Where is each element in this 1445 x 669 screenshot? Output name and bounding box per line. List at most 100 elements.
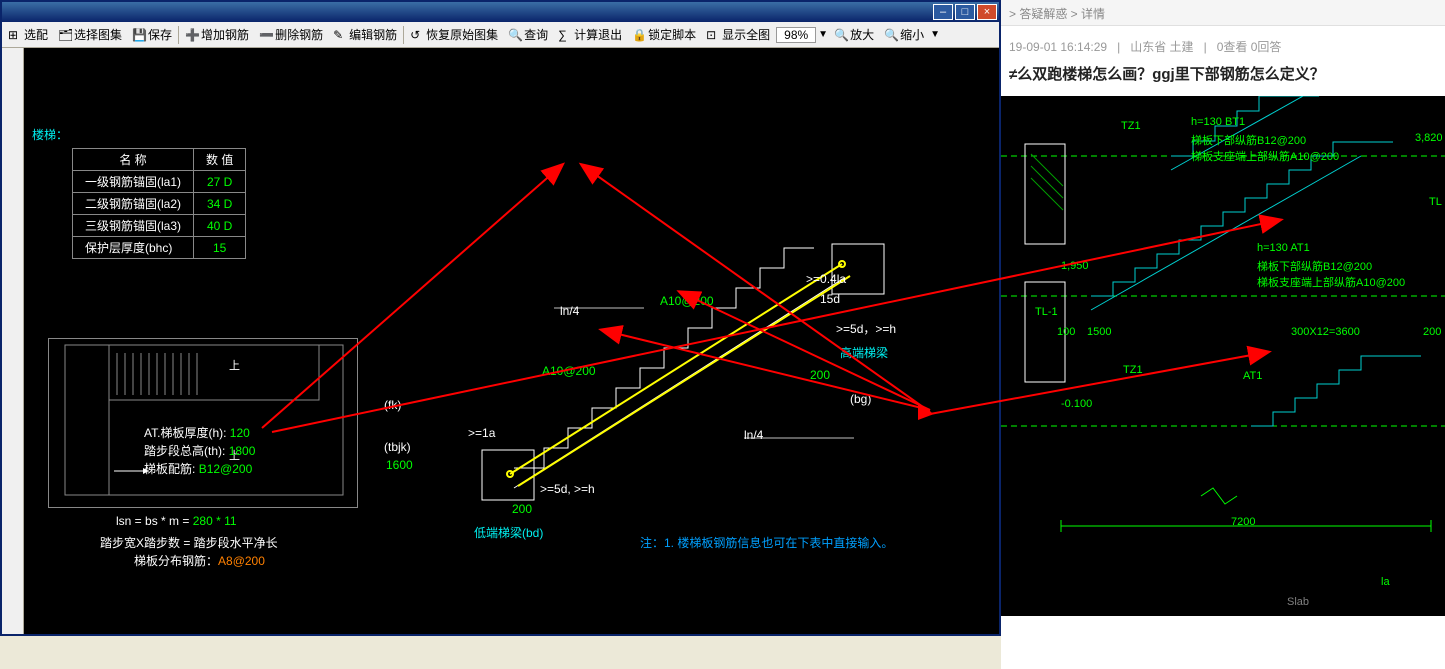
table-row: 一级钢筋锚固(la1)27 D — [73, 171, 246, 193]
zoom-out-button[interactable]: 🔍缩小 — [880, 24, 928, 45]
zoom-out-label: 缩小 — [900, 26, 924, 43]
param-table: 名 称数 值 一级钢筋锚固(la1)27 D 二级钢筋锚固(la2)34 D 三… — [72, 148, 246, 259]
at1-label: AT1 — [1243, 370, 1262, 382]
maximize-button[interactable]: □ — [955, 4, 975, 20]
calc-exit-label: 计算退出 — [574, 26, 622, 43]
table-row: 二级钢筋锚固(la2)34 D — [73, 193, 246, 215]
add-icon: ➕ — [185, 28, 199, 42]
left-strip — [2, 48, 24, 634]
plan-params: AT.梯板厚度(h): 120 踏步段总高(th): 1800 梯板配筋: B1… — [144, 424, 255, 478]
show-all-label: 显示全图 — [722, 26, 770, 43]
lock-script-button[interactable]: 🔒锁定脚本 — [628, 24, 700, 45]
table-row: 三级钢筋锚固(la3)40 D — [73, 215, 246, 237]
la-label: >=1a — [468, 426, 495, 440]
meta-time: 19-09-01 16:14:29 — [1009, 40, 1107, 54]
dist-rebar-label: 梯板分布钢筋：A8@200 — [134, 552, 265, 569]
delete-rebar-label: 删除钢筋 — [275, 26, 323, 43]
tl1-label: TL-1 — [1035, 306, 1058, 318]
dim-1500: 1500 — [1087, 326, 1111, 338]
show-all-button[interactable]: ⊡显示全图 — [702, 24, 774, 45]
bg-label: (bg) — [850, 392, 871, 406]
v200-label-1: 200 — [512, 502, 532, 516]
cad-window: – □ × ⊞选配 🗂选择图集 💾保存 ➕增加钢筋 ➖删除钢筋 ✎编辑钢筋 ↺恢… — [0, 0, 1001, 636]
step-formula-label: 踏步宽X踏步数 = 踏步段水平净长 — [100, 534, 278, 551]
delete-rebar-button[interactable]: ➖删除钢筋 — [255, 24, 327, 45]
atlas-icon: 🗂 — [58, 28, 72, 42]
save-icon: 💾 — [132, 28, 146, 42]
close-button[interactable]: × — [977, 4, 997, 20]
at1-a-label: 梯板支座端上部纵筋A10@200 — [1257, 274, 1405, 290]
add-rebar-label: 增加钢筋 — [201, 26, 249, 43]
web-pane: > 答疑解惑 > 详情 19-09-01 16:14:29 | 山东省 土建 |… — [1001, 0, 1445, 669]
toolbar: ⊞选配 🗂选择图集 💾保存 ➕增加钢筋 ➖删除钢筋 ✎编辑钢筋 ↺恢复原始图集 … — [2, 22, 999, 48]
high-beam-label: 高端梯梁 — [840, 344, 888, 361]
table-head-name: 名 称 — [73, 149, 194, 171]
titlebar: – □ × — [2, 2, 999, 22]
d5h-label-1: >=5d, >=h — [540, 482, 595, 496]
delete-icon: ➖ — [259, 28, 273, 42]
bt1-a-label: 梯板支座端上部纵筋A10@200 — [1191, 148, 1339, 164]
tbjk-label: (tbjk) — [384, 440, 411, 454]
pick-icon: ⊞ — [8, 28, 22, 42]
add-rebar-button[interactable]: ➕增加钢筋 — [181, 24, 253, 45]
right-cad-canvas[interactable]: TZ1 h=130 BT1 梯板下部纵筋B12@200 梯板支座端上部纵筋A10… — [1001, 96, 1445, 616]
d5h-label-2: >=5d，>=h — [836, 320, 896, 337]
at1-h-label: h=130 AT1 — [1257, 242, 1310, 254]
question-title: ≠么双跑楼梯怎么画？ggj里下部钢筋怎么定义？ — [1001, 55, 1445, 92]
minimize-button[interactable]: – — [933, 4, 953, 20]
dim-7200: 7200 — [1231, 516, 1255, 528]
edit-rebar-label: 编辑钢筋 — [349, 26, 397, 43]
meta-row: 19-09-01 16:14:29 | 山东省 土建 | 0查看 0回答 — [1001, 26, 1445, 55]
query-button[interactable]: 🔍查询 — [504, 24, 552, 45]
d15-label: 15d — [820, 292, 840, 306]
svg-text:上: 上 — [229, 359, 240, 372]
v200-label-2: 200 — [810, 368, 830, 382]
zoom-out-icon: 🔍 — [884, 28, 898, 42]
note-text: 注：1. 楼梯板钢筋信息也可在下表中直接输入。 — [640, 534, 893, 551]
tl-label-right: TL — [1429, 196, 1442, 208]
zoom-in-button[interactable]: 🔍放大 — [830, 24, 878, 45]
plan-box: 上 上 — [48, 338, 358, 508]
v1600-label: 1600 — [386, 458, 413, 472]
lock-script-label: 锁定脚本 — [648, 26, 696, 43]
tz1-label-2: TZ1 — [1123, 364, 1143, 376]
table-row: 保护层厚度(bhc)15 — [73, 237, 246, 259]
low-beam-label: 低端梯梁(bd) — [474, 524, 543, 541]
cad-canvas[interactable]: 楼梯： 名 称数 值 一级钢筋锚固(la1)27 D 二级钢筋锚固(la2)34… — [24, 48, 999, 634]
dim-300x12: 300X12=3600 — [1291, 326, 1360, 338]
restore-button[interactable]: ↺恢复原始图集 — [406, 24, 502, 45]
neg0100-label: -0.100 — [1061, 398, 1092, 410]
table-head-val: 数 值 — [194, 149, 246, 171]
lock-icon: 🔒 — [632, 28, 646, 42]
select-atlas-button[interactable]: 🗂选择图集 — [54, 24, 126, 45]
tz1-label: TZ1 — [1121, 120, 1141, 132]
b04la-label: >=0.4la — [806, 272, 846, 286]
edit-rebar-button[interactable]: ✎编辑钢筋 — [329, 24, 401, 45]
pick-label: 选配 — [24, 26, 48, 43]
la-label-right: la — [1381, 576, 1390, 588]
meta-count: 0查看 0回答 — [1217, 40, 1282, 54]
more-dropdown-icon[interactable]: ▼ — [930, 29, 940, 40]
breadcrumb[interactable]: > 答疑解惑 > 详情 — [1001, 0, 1445, 26]
slab-label: Slab — [1287, 596, 1309, 608]
edit-icon: ✎ — [333, 28, 347, 42]
pick-button[interactable]: ⊞选配 — [4, 24, 52, 45]
dim-200r: 200 — [1423, 326, 1441, 338]
zoom-dropdown-icon[interactable]: ▼ — [818, 29, 828, 40]
calc-exit-button[interactable]: ∑计算退出 — [554, 24, 626, 45]
lsn-label: lsn = bs * m = 280 * 11 — [116, 514, 237, 528]
zoom-value[interactable]: 98% — [776, 27, 816, 43]
meta-location: 山东省 土建 — [1130, 40, 1193, 54]
zoom-in-icon: 🔍 — [834, 28, 848, 42]
calc-icon: ∑ — [558, 28, 572, 42]
save-button[interactable]: 💾保存 — [128, 24, 176, 45]
a10-label-2: A10@200 — [542, 364, 596, 378]
zoom-in-label: 放大 — [850, 26, 874, 43]
dim-3820: 3,820 — [1415, 132, 1443, 144]
bt1-b-label: 梯板下部纵筋B12@200 — [1191, 132, 1306, 148]
query-label: 查询 — [524, 26, 548, 43]
fk-label: (fk) — [384, 398, 401, 412]
query-icon: 🔍 — [508, 28, 522, 42]
save-label: 保存 — [148, 26, 172, 43]
select-atlas-label: 选择图集 — [74, 26, 122, 43]
